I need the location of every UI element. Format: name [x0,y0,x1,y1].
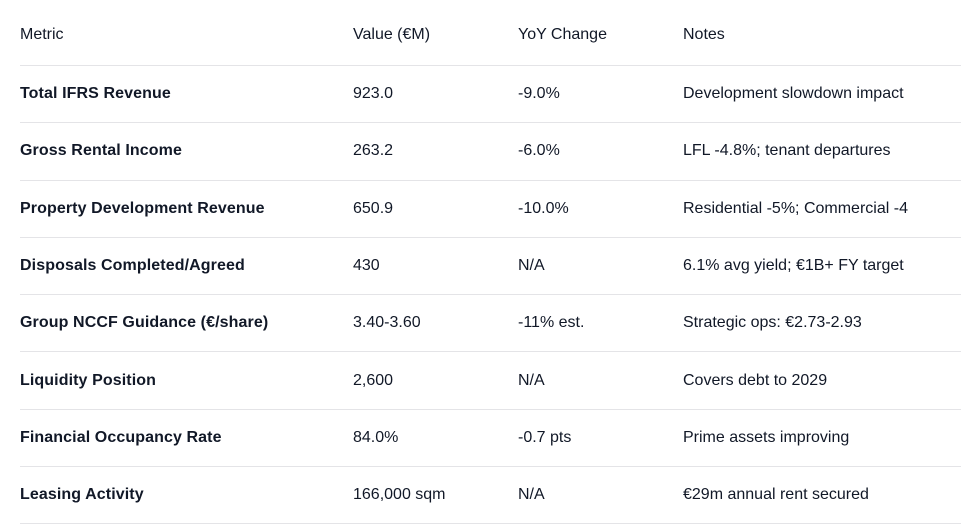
yoy-change-cell: -10.0% [518,199,569,217]
column-header-yoy-change: YoY Change [518,25,607,43]
table-row: Disposals Completed/Agreed 430 N/A 6.1% … [20,238,961,296]
table-row: Gross Rental Income 263.2 -6.0% LFL -4.8… [20,123,961,181]
table-row: Group NCCF Guidance (€/share) 3.40-3.60 … [20,295,961,353]
value-cell: 923.0 [353,85,394,103]
notes-cell: Prime assets improving [683,428,850,446]
notes-cell: Strategic ops: €2.73-2.93 [683,314,862,332]
table-row: Total IFRS Revenue 923.0 -9.0% Developme… [20,66,961,124]
table-row: Liquidity Position 2,600 N/A Covers debt… [20,352,961,410]
yoy-change-cell: -11% est. [518,314,585,332]
notes-cell: €29m annual rent secured [683,486,869,504]
value-cell: 430 [353,257,380,275]
metric-cell: Gross Rental Income [20,142,182,160]
table-body: Total IFRS Revenue 923.0 -9.0% Developme… [20,66,977,524]
value-cell: 263.2 [353,142,394,160]
column-header-value: Value (€M) [353,25,431,43]
yoy-change-cell: -6.0% [518,142,560,160]
notes-cell: Development slowdown impact [683,85,904,103]
yoy-change-cell: N/A [518,371,545,389]
metric-cell: Liquidity Position [20,371,157,389]
table-row: Property Development Revenue 650.9 -10.0… [20,181,961,238]
column-header-metric: Metric [20,25,64,43]
yoy-change-cell: N/A [518,486,545,504]
value-cell: 650.9 [353,199,394,217]
value-cell: 84.0% [353,428,399,446]
value-cell: 3.40-3.60 [353,314,421,332]
notes-cell: LFL -4.8%; tenant departures [683,142,891,160]
metric-cell: Leasing Activity [20,486,144,504]
yoy-change-cell: -0.7 pts [518,428,572,446]
metric-cell: Property Development Revenue [20,199,265,217]
yoy-change-cell: N/A [518,257,545,275]
table-header-row: Metric Value (€M) YoY Change Notes [20,0,961,66]
value-cell: 166,000 sqm [353,486,446,504]
table-row: Leasing Activity 166,000 sqm N/A €29m an… [20,467,961,524]
yoy-change-cell: -9.0% [518,85,560,103]
metric-cell: Disposals Completed/Agreed [20,257,245,275]
notes-cell: Residential -5%; Commercial -4 [683,199,908,217]
notes-cell: Covers debt to 2029 [683,371,828,389]
metric-cell: Financial Occupancy Rate [20,428,222,446]
notes-cell: 6.1% avg yield; €1B+ FY target [683,257,904,275]
column-header-notes: Notes [683,25,725,43]
metric-cell: Total IFRS Revenue [20,85,171,103]
table-row: Financial Occupancy Rate 84.0% -0.7 pts … [20,410,961,468]
value-cell: 2,600 [353,371,394,389]
metric-cell: Group NCCF Guidance (€/share) [20,314,269,332]
